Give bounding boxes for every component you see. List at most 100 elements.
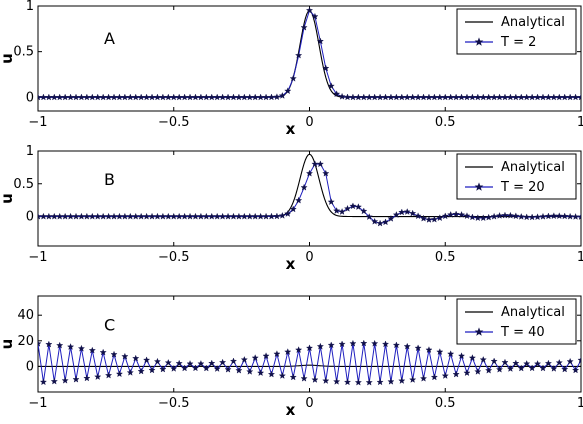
star-marker [115, 212, 124, 220]
star-marker [110, 93, 118, 101]
x-tick-label: 0 [305, 396, 313, 411]
star-marker [365, 93, 373, 101]
star-marker [490, 93, 498, 101]
star-marker [278, 211, 286, 219]
star-marker [381, 93, 390, 101]
star-marker [316, 342, 324, 350]
star-marker [121, 352, 129, 360]
star-marker [251, 354, 259, 362]
star-marker [186, 212, 194, 220]
star-marker [409, 209, 417, 217]
star-marker [300, 23, 308, 31]
star-marker [61, 376, 69, 384]
x-tick-label: −0.5 [158, 250, 190, 265]
star-marker [528, 93, 536, 101]
star-marker [528, 364, 536, 372]
star-marker [333, 90, 341, 98]
star-marker [381, 218, 390, 226]
star-marker [327, 341, 335, 349]
y-tick-label: 0 [26, 359, 34, 374]
star-marker [495, 93, 504, 101]
star-marker [571, 366, 580, 374]
star-marker [403, 342, 411, 350]
star-marker [289, 74, 297, 82]
star-marker [159, 93, 167, 101]
x-tick-label: −0.5 [158, 396, 190, 411]
star-marker [333, 207, 341, 214]
x-tick-label: 0 [305, 115, 313, 130]
star-marker [105, 371, 113, 379]
legend-star-marker [474, 182, 484, 191]
star-marker [447, 93, 455, 101]
star-marker [517, 93, 525, 101]
star-marker [197, 93, 205, 101]
star-marker [219, 93, 227, 101]
star-marker [39, 93, 48, 101]
star-marker [186, 360, 194, 367]
star-marker [544, 212, 553, 220]
star-marker [354, 378, 362, 386]
star-marker [305, 6, 314, 14]
star-marker [115, 93, 124, 101]
star-marker [447, 350, 455, 358]
star-marker [495, 365, 504, 373]
star-marker [208, 93, 216, 101]
star-marker [132, 93, 140, 101]
star-marker [479, 355, 487, 363]
star-marker [457, 352, 466, 360]
y-tick-label: 1 [26, 144, 34, 159]
star-marker [360, 93, 368, 101]
legend-star-marker [474, 327, 484, 336]
star-marker [457, 93, 466, 101]
star-marker [501, 358, 509, 366]
star-marker [398, 377, 406, 384]
star-marker [181, 212, 189, 220]
star-marker [316, 37, 324, 45]
star-marker [153, 93, 162, 101]
star-marker [66, 93, 75, 101]
star-marker [506, 211, 514, 219]
star-marker [284, 210, 292, 217]
x-tick-label: −1 [28, 250, 47, 265]
star-marker [115, 370, 124, 378]
star-marker [327, 82, 335, 90]
star-marker [77, 344, 86, 352]
star-marker [343, 204, 352, 212]
star-marker [45, 93, 53, 101]
panel-c: −1 −0.5 0 0.5 1 0 20 40 x u C Analytical T = 40 [0, 295, 583, 419]
star-marker [94, 373, 102, 380]
x-axis-label: x [286, 401, 296, 419]
x-axis-label: x [286, 120, 296, 138]
star-marker [533, 360, 542, 367]
star-marker [61, 93, 69, 101]
star-marker [571, 93, 580, 101]
star-marker [381, 340, 390, 348]
star-marker [246, 367, 254, 375]
x-tick-label: 0.5 [435, 250, 456, 265]
star-marker [490, 212, 498, 220]
star-marker [452, 93, 460, 101]
star-marker [457, 211, 466, 218]
y-axis-label: u [0, 339, 16, 350]
star-marker [224, 365, 232, 373]
series-group [38, 153, 581, 227]
star-marker [452, 370, 460, 378]
legend-label-numerical: T = 2 [500, 35, 536, 50]
star-marker [143, 212, 151, 220]
star-marker [506, 93, 514, 101]
star-marker [202, 364, 210, 372]
star-marker [38, 339, 42, 347]
star-marker [262, 352, 270, 360]
y-tick-label: 20 [17, 334, 34, 349]
star-marker [83, 93, 91, 101]
star-marker [137, 212, 145, 220]
star-marker [501, 93, 509, 101]
star-marker [132, 212, 140, 220]
star-marker [343, 378, 352, 386]
star-marker [316, 160, 324, 168]
star-marker [490, 357, 498, 365]
y-axis-label: u [0, 193, 16, 204]
x-tick-label: 1 [577, 250, 583, 265]
star-marker [311, 12, 319, 20]
star-marker [267, 212, 276, 220]
